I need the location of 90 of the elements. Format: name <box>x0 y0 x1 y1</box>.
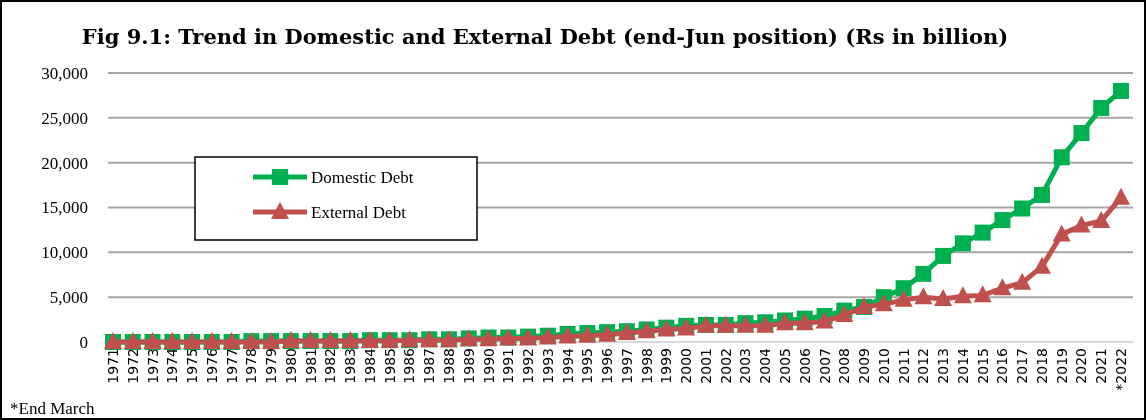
x-tick-label: 1995 <box>579 348 596 384</box>
point <box>795 313 814 331</box>
point <box>815 311 834 329</box>
x-tick-label: 1976 <box>203 347 220 384</box>
point <box>1014 200 1031 217</box>
x-tick-label: 1981 <box>302 348 319 384</box>
point <box>1033 186 1050 203</box>
x-tick-label: 1982 <box>322 348 339 384</box>
x-tick-label: 1994 <box>559 347 576 384</box>
x-tick-label: 2011 <box>895 348 912 384</box>
x-tick-label: 2003 <box>737 348 754 384</box>
point <box>1113 82 1129 99</box>
point <box>934 288 953 306</box>
y-tick-label: 30,000 <box>41 63 88 83</box>
x-tick-label: 1999 <box>658 348 675 384</box>
point <box>835 305 854 323</box>
x-tick-label: 1979 <box>263 348 280 384</box>
y-tick-label: 25,000 <box>41 108 88 128</box>
x-tick-label: 2013 <box>935 348 952 384</box>
x-tick-label: 1975 <box>184 348 201 384</box>
x-tick-label: 1986 <box>401 347 418 384</box>
x-tick-label: 2001 <box>697 348 714 384</box>
x-tick-label: 1980 <box>282 348 299 384</box>
x-tick-label: 1977 <box>223 348 240 384</box>
x-tick-label: 1992 <box>520 348 537 384</box>
x-tick-label: 2009 <box>856 348 873 384</box>
y-tick-label: 10,000 <box>41 243 88 263</box>
point <box>974 224 991 241</box>
x-tick-label: 2002 <box>717 348 734 384</box>
point <box>1072 215 1091 233</box>
point <box>1073 125 1090 142</box>
point <box>954 235 971 252</box>
x-tick-label: 1989 <box>460 348 477 384</box>
x-tick-label: 1991 <box>500 348 517 384</box>
x-tick-label: 2017 <box>1014 348 1031 384</box>
x-tick-label: 1983 <box>342 348 359 384</box>
y-tick-label: 20,000 <box>41 153 88 173</box>
y-tick-label: 0 <box>79 332 88 352</box>
point <box>1112 187 1130 205</box>
x-tick-label: 2005 <box>777 348 793 384</box>
point <box>1013 272 1032 290</box>
point <box>914 287 933 305</box>
x-tick-label: 2019 <box>1053 348 1070 384</box>
x-tick-label: 1997 <box>618 348 635 384</box>
x-tick-label: 2006 <box>796 347 813 384</box>
x-tick-label: 1974 <box>164 347 181 384</box>
x-tick-label: 1973 <box>144 348 161 384</box>
point <box>1052 224 1071 242</box>
point <box>894 289 913 307</box>
x-tick-label: 1990 <box>480 348 497 384</box>
x-tick-label: 1988 <box>441 348 457 384</box>
x-tick-label: 2014 <box>954 347 971 384</box>
legend-label: Domestic Debt <box>311 167 414 187</box>
y-tick-label: 5,000 <box>49 288 88 308</box>
x-tick-label: 2021 <box>1093 348 1110 384</box>
x-tick-label: 1987 <box>421 348 438 384</box>
x-tick-label: 1996 <box>599 347 616 384</box>
point <box>1093 99 1110 116</box>
x-tick-label: 2007 <box>816 348 833 384</box>
point <box>973 285 992 303</box>
x-tick-label: 1978 <box>243 348 260 384</box>
x-tick-label: *2022 <box>1113 348 1129 391</box>
point <box>953 286 972 304</box>
point <box>895 280 912 297</box>
x-tick-label: 2000 <box>678 348 695 384</box>
point <box>874 294 893 312</box>
legend-label: External Debt <box>311 202 407 222</box>
x-tick-label: 1985 <box>381 348 398 384</box>
x-tick-label: 2012 <box>915 348 932 384</box>
x-tick-label: 1993 <box>539 348 556 384</box>
chart-title: Fig 9.1: Trend in Domestic and External Debt (end-Jun position) (Rs in billion) <box>81 24 1009 49</box>
x-tick-label: 2008 <box>836 348 853 384</box>
x-tick-label: 2010 <box>875 348 892 384</box>
x-tick-label: 1984 <box>361 347 378 384</box>
point <box>993 278 1012 296</box>
x-tick-label: 2020 <box>1073 348 1090 384</box>
x-tick-label: 1971 <box>105 348 121 384</box>
x-tick-label: 1972 <box>124 348 141 384</box>
x-tick-label: 2004 <box>757 347 774 384</box>
x-tick-label: 1998 <box>638 348 655 384</box>
point <box>1092 210 1111 228</box>
point <box>915 265 932 282</box>
point <box>994 212 1011 229</box>
point <box>1053 149 1070 166</box>
x-tick-label: 2015 <box>974 348 991 384</box>
text: *End March <box>10 399 95 418</box>
y-tick-label: 15,000 <box>41 198 88 218</box>
x-tick-label: 2018 <box>1033 348 1050 384</box>
point <box>935 247 952 264</box>
x-tick-label: 2016 <box>994 347 1011 384</box>
